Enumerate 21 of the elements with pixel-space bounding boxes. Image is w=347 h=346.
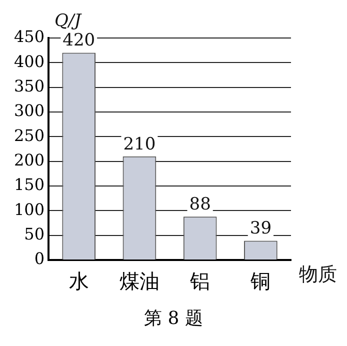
x-tick-label: 铜 — [250, 269, 271, 294]
y-tick-label: 350 — [14, 76, 45, 96]
data-label: 88 — [189, 194, 211, 215]
x-tick-label: 铝 — [189, 269, 210, 294]
y-tick-label: 450 — [14, 27, 45, 46]
y-tick-label: 100 — [14, 200, 45, 219]
data-label: 420 — [62, 30, 96, 51]
y-tick-label: 200 — [14, 150, 45, 170]
y-tick-label: 150 — [14, 175, 45, 194]
y-tick-label: 400 — [14, 52, 45, 71]
x-tick-label: 水 — [68, 269, 89, 294]
y-tick-label: 0 — [34, 249, 45, 268]
text: 第 8 题 — [143, 307, 204, 330]
x-tick-label: 煤油 — [119, 269, 160, 294]
x-axis-title: 物质 — [299, 263, 337, 286]
data-label: 210 — [123, 134, 156, 154]
y-tick-label: 250 — [14, 126, 45, 145]
y-tick-label: 300 — [14, 101, 45, 120]
y-axis-title: Q/J — [54, 10, 82, 31]
y-tick-label: 50 — [24, 224, 45, 244]
data-label: 39 — [250, 218, 272, 239]
